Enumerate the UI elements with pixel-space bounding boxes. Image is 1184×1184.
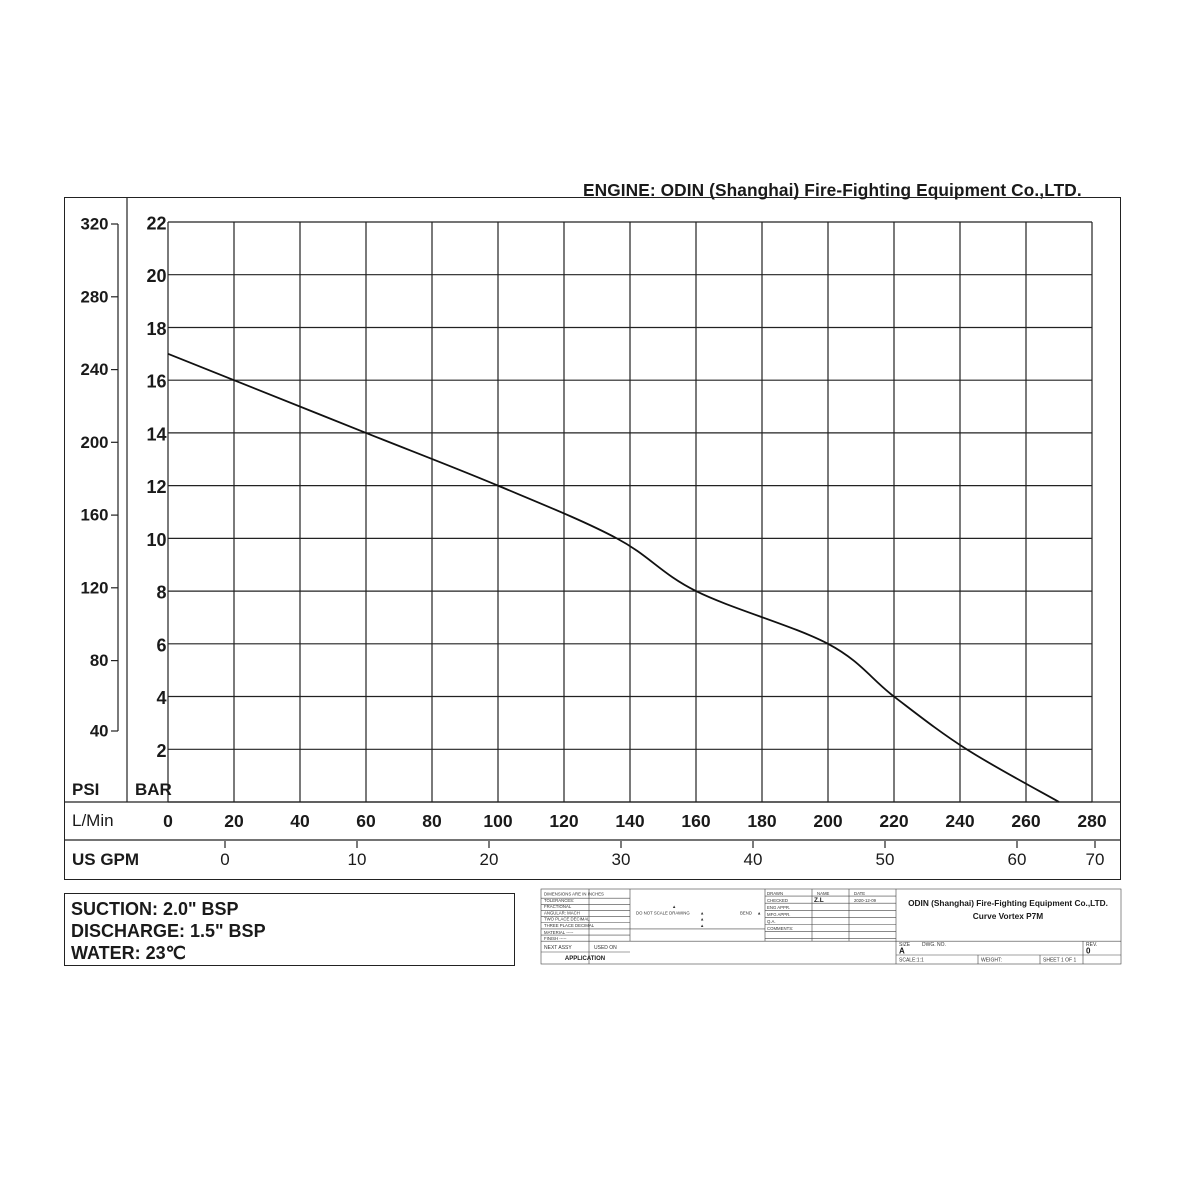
svg-text:▲: ▲ — [700, 923, 704, 928]
svg-text:FINISH -----: FINISH ----- — [544, 936, 567, 941]
svg-text:2020-12-09: 2020-12-09 — [854, 898, 877, 903]
svg-text:APPLICATION: APPLICATION — [565, 956, 605, 962]
svg-text:Z.L: Z.L — [814, 897, 824, 904]
svg-text:BEND: BEND — [740, 910, 752, 915]
svg-text:MATERIAL -----: MATERIAL ----- — [544, 930, 574, 935]
svg-text:DWG. NO.: DWG. NO. — [922, 942, 946, 948]
svg-text:THREE PLACE DECIMAL: THREE PLACE DECIMAL — [544, 923, 595, 928]
svg-text:ANGULAR: MACH: ANGULAR: MACH — [544, 910, 580, 915]
svg-text:FRACTIONAL: FRACTIONAL — [544, 904, 572, 909]
svg-text:ODIN (Shanghai) Fire-Fighting: ODIN (Shanghai) Fire-Fighting Equipment … — [908, 898, 1108, 908]
svg-text:CHECKED: CHECKED — [767, 898, 788, 903]
svg-text:ENG APPR.: ENG APPR. — [767, 905, 790, 910]
svg-text:A: A — [899, 947, 905, 956]
svg-text:Curve Vortex P7M: Curve Vortex P7M — [973, 911, 1043, 921]
svg-text:▲: ▲ — [757, 910, 761, 915]
svg-text:DO NOT SCALE DRAWING: DO NOT SCALE DRAWING — [636, 910, 690, 915]
svg-text:WEIGHT:: WEIGHT: — [981, 958, 1002, 964]
svg-text:MFG APPR.: MFG APPR. — [767, 912, 790, 917]
svg-text:DATE: DATE — [854, 891, 865, 896]
svg-text:▲: ▲ — [700, 910, 704, 915]
svg-text:0: 0 — [1086, 947, 1091, 956]
svg-text:▲: ▲ — [672, 904, 676, 909]
svg-text:DRAWN: DRAWN — [767, 891, 783, 896]
svg-text:TWO PLACE DECIMAL: TWO PLACE DECIMAL — [544, 917, 590, 922]
svg-text:DIMENSIONS ARE IN INCHES: DIMENSIONS ARE IN INCHES — [544, 892, 604, 897]
svg-text:SCALE:1:1: SCALE:1:1 — [899, 958, 924, 964]
svg-text:▲: ▲ — [700, 917, 704, 922]
svg-text:USED ON: USED ON — [594, 945, 617, 951]
svg-text:COMMENTS:: COMMENTS: — [767, 926, 793, 931]
svg-text:TOLERANCES:: TOLERANCES: — [544, 898, 574, 903]
svg-text:NEXT ASSY: NEXT ASSY — [544, 945, 572, 951]
svg-text:Q.A.: Q.A. — [767, 919, 776, 924]
svg-text:NAME: NAME — [817, 891, 830, 896]
svg-text:SHEET 1 OF 1: SHEET 1 OF 1 — [1043, 958, 1076, 964]
